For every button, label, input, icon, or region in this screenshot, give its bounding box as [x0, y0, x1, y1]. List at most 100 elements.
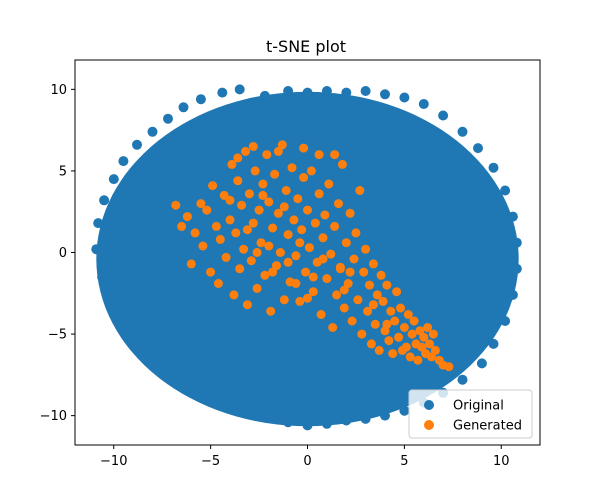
point-original: [166, 368, 177, 379]
point-original: [259, 90, 270, 101]
scatter-points: [91, 84, 522, 431]
point-generated: [308, 272, 318, 282]
y-axis: −10 −5 0 5 10: [40, 83, 75, 424]
point-generated: [190, 228, 200, 238]
x-tick-label: −10: [100, 454, 127, 469]
point-generated: [248, 218, 258, 228]
point-generated: [258, 190, 268, 200]
point-original: [302, 420, 313, 431]
point-original: [370, 125, 381, 136]
point-generated: [374, 345, 384, 355]
point-generated: [337, 159, 347, 169]
point-generated: [427, 352, 436, 362]
legend-label-original: Original: [453, 399, 504, 414]
point-original: [399, 405, 410, 416]
point-original: [476, 272, 487, 282]
point-generated: [242, 225, 252, 235]
point-original: [331, 117, 342, 127]
point-generated: [295, 238, 305, 248]
point-original: [147, 198, 158, 209]
point-generated: [231, 228, 241, 238]
point-original: [147, 126, 158, 137]
point-generated: [363, 306, 373, 316]
point-generated: [335, 264, 345, 274]
point-original: [350, 157, 361, 168]
point-generated: [366, 339, 376, 349]
x-axis: −10 −5 0 5 10: [100, 445, 510, 469]
point-original: [511, 237, 522, 248]
point-original: [507, 211, 518, 222]
point-generated: [388, 349, 398, 359]
point-generated: [430, 345, 440, 355]
point-generated: [225, 195, 235, 205]
point-generated: [291, 251, 301, 261]
legend-marker-generated: [424, 420, 434, 430]
point-generated: [186, 259, 196, 269]
point-generated: [252, 248, 262, 257]
point-original: [467, 296, 478, 307]
point-original: [166, 165, 177, 176]
point-original: [147, 296, 158, 307]
point-generated: [339, 303, 349, 313]
point-original: [132, 139, 142, 150]
point-generated: [423, 323, 433, 332]
point-original: [234, 84, 245, 95]
point-original: [263, 412, 274, 423]
point-original: [93, 218, 104, 229]
point-generated: [279, 202, 289, 212]
point-generated: [281, 186, 291, 195]
point-generated: [330, 221, 340, 231]
y-tick-label: 5: [59, 164, 67, 179]
point-original: [380, 89, 390, 100]
point-generated: [177, 221, 187, 231]
point-generated: [303, 205, 312, 215]
point-generated: [384, 336, 394, 346]
point-original: [511, 263, 522, 274]
point-generated: [417, 342, 427, 352]
point-original: [99, 195, 110, 206]
point-generated: [301, 267, 311, 277]
point-generated: [258, 179, 268, 189]
point-generated: [314, 189, 324, 199]
point-generated: [235, 264, 245, 274]
point-generated: [399, 323, 409, 332]
point-original: [124, 325, 135, 336]
point-generated: [227, 159, 237, 169]
point-original: [225, 182, 235, 193]
point-original: [263, 157, 274, 168]
x-tick-label: 10: [493, 454, 510, 469]
point-generated: [316, 310, 326, 319]
point-original: [473, 143, 483, 154]
point-generated: [382, 319, 392, 329]
point-generated: [370, 319, 380, 329]
point-generated: [407, 329, 417, 339]
point-original: [225, 400, 235, 411]
point-generated: [233, 176, 243, 186]
point-original: [428, 141, 439, 152]
x-tick-label: −5: [201, 454, 220, 469]
point-generated: [355, 186, 365, 195]
point-generated: [351, 228, 361, 238]
point-generated: [241, 146, 250, 156]
point-generated: [303, 293, 312, 303]
point-original: [321, 86, 332, 96]
point-original: [476, 223, 487, 233]
point-generated: [260, 270, 270, 280]
point-generated: [382, 280, 392, 290]
point-original: [500, 316, 511, 326]
point-original: [360, 86, 371, 96]
point-generated: [266, 306, 276, 316]
point-generated: [299, 143, 309, 153]
point-generated: [403, 310, 413, 319]
point-original: [331, 280, 342, 291]
point-generated: [361, 244, 371, 254]
point-original: [370, 369, 381, 380]
point-generated: [378, 296, 388, 306]
point-original: [500, 185, 511, 196]
point-generated: [318, 233, 328, 243]
point-generated: [396, 303, 405, 313]
point-original: [104, 293, 115, 304]
point-generated: [324, 179, 334, 189]
point-original: [467, 198, 478, 209]
